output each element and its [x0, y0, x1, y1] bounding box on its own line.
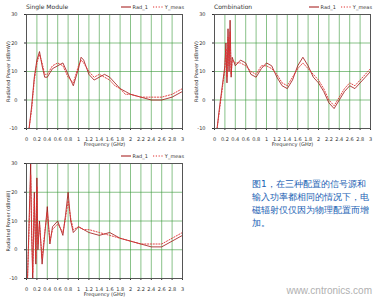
svg-text:0: 0: [14, 246, 17, 252]
svg-text:0.2: 0.2: [33, 286, 41, 292]
svg-text:30: 30: [11, 11, 17, 17]
svg-text:3: 3: [369, 136, 372, 142]
svg-text:Radiated Power (dBmW): Radiated Power (dBmW): [5, 191, 11, 252]
svg-text:3: 3: [181, 136, 184, 142]
html-text:1.2 1.4 1.6 1.8: 1.2 1.4 1.6 1.8: [84, 136, 125, 143]
svg-text:30: 30: [199, 11, 205, 17]
html-text:Rad_1: Rad_1: [320, 3, 336, 10]
html-text:Y_meas: Y_meas: [352, 3, 372, 10]
svg-text:2.4: 2.4: [335, 136, 343, 142]
html-text:图1，在三种配置的信号源和输入功率都相同的情况下，电磁辐射仅: 图1，在三种配置的信号源和输入功率都相同的情况下，电磁辐射仅仅因为物理配置而增加…: [252, 179, 369, 228]
svg-text:Frequency (GHz): Frequency (GHz): [84, 291, 126, 298]
svg-text:2.8: 2.8: [168, 136, 176, 142]
html-text:1.2 1.4 1.6 1.8: 1.2 1.4 1.6 1.8: [272, 136, 313, 143]
svg-text:2.8: 2.8: [356, 136, 364, 142]
svg-text:0: 0: [213, 136, 216, 142]
svg-text:30: 30: [11, 160, 17, 166]
svg-text:0: 0: [202, 97, 205, 103]
svg-text:0.6: 0.6: [54, 286, 62, 292]
svg-text:20: 20: [11, 189, 17, 195]
svg-text:1: 1: [77, 136, 80, 142]
svg-text:3: 3: [181, 286, 184, 292]
svg-text:0.4: 0.4: [43, 286, 51, 292]
html-text:www.cntronics.com: www.cntronics.com: [286, 285, 372, 296]
svg-text:2.6: 2.6: [158, 136, 166, 142]
svg-text:0: 0: [14, 97, 17, 103]
svg-text:0.4: 0.4: [231, 136, 239, 142]
svg-text:0.8: 0.8: [252, 136, 260, 142]
svg-text:Radiated Power (dBmW): Radiated Power (dBmW): [193, 41, 199, 102]
svg-text:-10: -10: [9, 275, 17, 281]
svg-text:0.2: 0.2: [221, 136, 229, 142]
svg-text:0: 0: [25, 286, 28, 292]
html-text:Rad_1: Rad_1: [132, 3, 148, 10]
svg-text:2.6: 2.6: [346, 136, 354, 142]
svg-text:Radiated Power (dBmW): Radiated Power (dBmW): [5, 41, 11, 102]
html-text:Single Module: Single Module: [26, 3, 69, 10]
svg-text:0.6: 0.6: [54, 136, 62, 142]
svg-text:10: 10: [199, 68, 205, 74]
html-text:Y_meas: Y_meas: [164, 3, 184, 10]
svg-text:2: 2: [129, 286, 132, 292]
svg-text:-10: -10: [197, 125, 205, 131]
html-text:Rad_1: Rad_1: [132, 152, 148, 159]
svg-text:0.8: 0.8: [64, 286, 72, 292]
svg-text:Frequency (GHz): Frequency (GHz): [272, 141, 314, 148]
html-text:Combination: Combination: [214, 3, 253, 10]
svg-text:2.8: 2.8: [168, 286, 176, 292]
html-text:1.2 1.4 1.6 1.8: 1.2 1.4 1.6 1.8: [84, 286, 125, 292]
svg-text:2.6: 2.6: [158, 286, 166, 292]
svg-text:Frequency (GHz): Frequency (GHz): [84, 141, 126, 148]
svg-text:2.2: 2.2: [325, 136, 333, 142]
svg-text:2.4: 2.4: [147, 286, 155, 292]
svg-text:0.6: 0.6: [242, 136, 250, 142]
svg-text:0.2: 0.2: [33, 136, 41, 142]
svg-text:0: 0: [25, 136, 28, 142]
svg-text:20: 20: [199, 40, 205, 46]
svg-text:2.2: 2.2: [137, 286, 145, 292]
svg-text:-10: -10: [9, 125, 17, 131]
svg-text:0.4: 0.4: [43, 136, 51, 142]
svg-text:10: 10: [11, 68, 17, 74]
svg-text:2.4: 2.4: [147, 136, 155, 142]
svg-text:10: 10: [11, 218, 17, 224]
svg-text:2: 2: [317, 136, 320, 142]
svg-text:1: 1: [265, 136, 268, 142]
svg-text:2.2: 2.2: [137, 136, 145, 142]
svg-text:1: 1: [77, 286, 80, 292]
svg-text:20: 20: [11, 40, 17, 46]
svg-text:2: 2: [129, 136, 132, 142]
html-text:Y_meas: Y_meas: [164, 152, 184, 159]
svg-text:0.8: 0.8: [64, 136, 72, 142]
